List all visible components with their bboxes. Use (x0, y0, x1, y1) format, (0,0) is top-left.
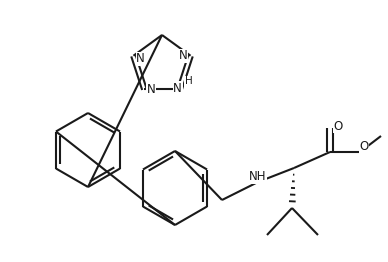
Text: N: N (173, 82, 182, 95)
Text: N: N (179, 49, 188, 62)
Text: O: O (333, 119, 343, 133)
Text: NH: NH (249, 171, 267, 183)
Text: N: N (136, 52, 145, 65)
Text: H: H (185, 76, 192, 86)
Text: O: O (359, 140, 369, 154)
Text: N: N (147, 83, 156, 96)
